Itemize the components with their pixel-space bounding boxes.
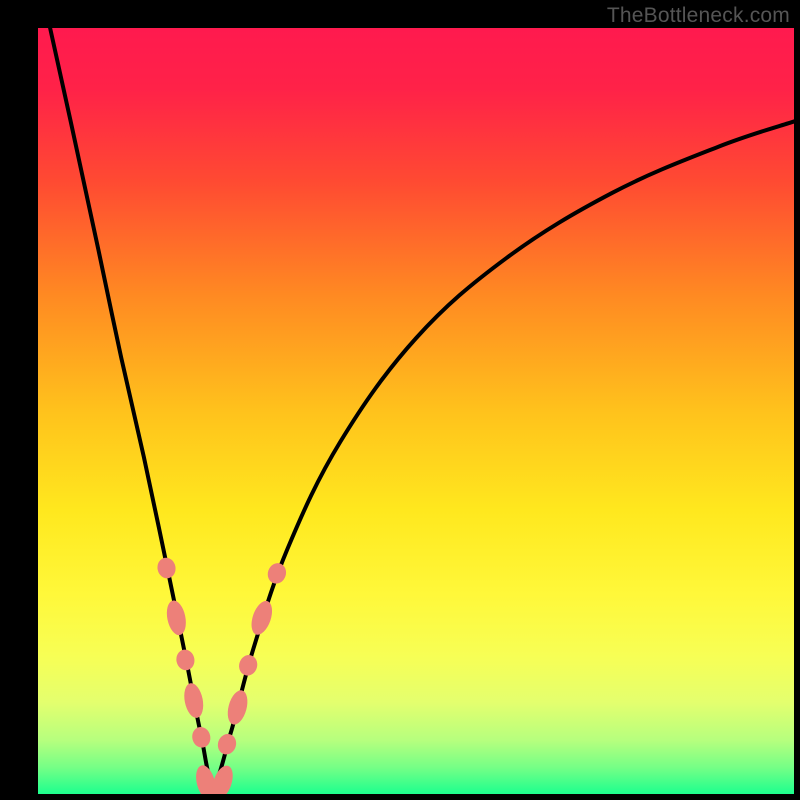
watermark-text: TheBottleneck.com (607, 4, 790, 28)
bottleneck-chart (0, 0, 800, 800)
chart-gradient-bg (38, 28, 794, 794)
